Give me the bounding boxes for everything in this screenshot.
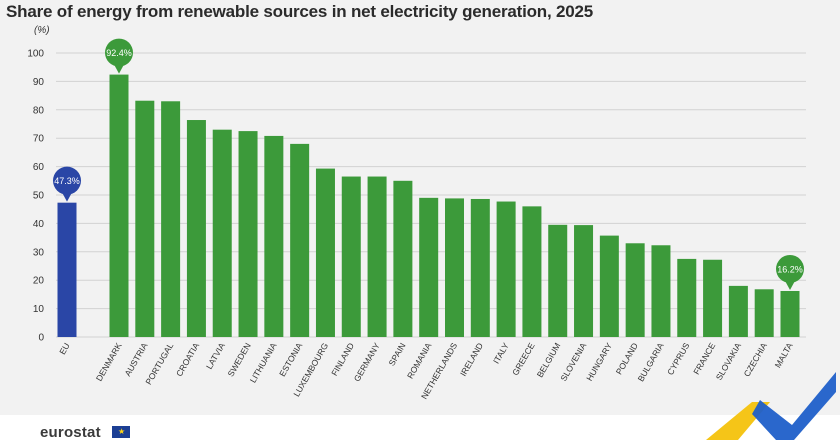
bar-luxembourg bbox=[315, 168, 335, 337]
bar-germany bbox=[367, 176, 387, 337]
bar-belgium bbox=[548, 224, 568, 337]
bar-latvia bbox=[212, 129, 232, 337]
bar-italy bbox=[496, 201, 516, 337]
y-tick-label: 80 bbox=[33, 105, 45, 116]
callout-bubble bbox=[105, 38, 133, 67]
bar-netherlands bbox=[445, 198, 464, 337]
bar-slovenia bbox=[574, 225, 594, 337]
y-tick-label: 60 bbox=[33, 162, 45, 173]
bar-portugal bbox=[161, 101, 181, 337]
x-tick-label: FRANCE bbox=[691, 341, 717, 377]
callouts: 47.3% 92.4% 16.2% bbox=[53, 38, 804, 290]
x-tick-label: HUNGARY bbox=[584, 341, 614, 383]
bar-chart: (%) 0 10 20 30 40 50 60 70 80 90 100 EU DENMARKAUSTR… bbox=[27, 25, 806, 401]
bar-croatia bbox=[186, 120, 206, 337]
bar-hungary bbox=[599, 235, 619, 337]
data-label: 92.4% bbox=[106, 48, 132, 58]
bar-spain bbox=[393, 180, 413, 337]
y-axis: (%) 0 10 20 30 40 50 60 70 80 90 100 bbox=[27, 25, 49, 344]
y-tick-label: 100 bbox=[27, 49, 44, 60]
chart-title: Share of energy from renewable sources i… bbox=[6, 2, 594, 21]
x-tick-label: LITHUANIA bbox=[248, 341, 279, 385]
x-tick-label: GREECE bbox=[510, 341, 537, 377]
bar-finland bbox=[341, 176, 361, 337]
x-tick-label: EU bbox=[57, 341, 72, 356]
y-tick-label: 40 bbox=[33, 219, 45, 230]
x-tick-label: ROMANIA bbox=[405, 341, 434, 381]
bar-slovakia bbox=[728, 285, 748, 337]
x-tick-label: CYPRUS bbox=[665, 341, 692, 377]
x-tick-label: SPAIN bbox=[387, 341, 408, 368]
bar-czechia bbox=[754, 289, 774, 337]
callout-malta: 16.2% bbox=[776, 254, 804, 290]
bar-romania bbox=[419, 197, 439, 337]
y-tick-label: 90 bbox=[33, 77, 45, 88]
callout-pointer bbox=[784, 278, 796, 290]
x-tick-label: BULGARIA bbox=[636, 341, 666, 384]
x-tick-label: SLOVAKIA bbox=[714, 341, 744, 382]
x-tick-label: IRELAND bbox=[458, 341, 485, 378]
y-tick-label: 20 bbox=[33, 276, 45, 287]
x-tick-label: BELGIUM bbox=[535, 341, 563, 379]
callout-pointer bbox=[61, 190, 73, 202]
callout-eu: 47.3% bbox=[53, 166, 81, 202]
x-tick-label: POLAND bbox=[614, 341, 640, 376]
bar-cyprus bbox=[677, 258, 697, 337]
bar-estonia bbox=[290, 143, 310, 337]
callout-denmark: 92.4% bbox=[105, 38, 133, 74]
x-tick-label: SWEDEN bbox=[225, 341, 252, 378]
bar-bulgaria bbox=[651, 245, 671, 337]
bar-france bbox=[703, 259, 723, 337]
y-tick-label: 30 bbox=[33, 247, 45, 258]
y-axis-unit-label: (%) bbox=[34, 25, 50, 36]
bar-sweden bbox=[238, 131, 258, 337]
x-tick-label: AUSTRIA bbox=[122, 341, 149, 378]
data-label: 47.3% bbox=[54, 176, 80, 186]
x-tick-label: LATVIA bbox=[204, 341, 227, 371]
y-tick-label: 0 bbox=[38, 333, 44, 344]
data-label: 16.2% bbox=[777, 264, 803, 274]
y-tick-label: 10 bbox=[33, 304, 45, 315]
footer bbox=[0, 415, 840, 440]
eurostat-logo: eurostat bbox=[40, 424, 101, 441]
bar-eu bbox=[57, 202, 77, 337]
x-tick-label: ESTONIA bbox=[277, 341, 304, 378]
x-tick-label: MALTA bbox=[773, 341, 795, 370]
callout-bubble bbox=[776, 254, 804, 283]
bar-lithuania bbox=[264, 135, 284, 337]
y-tick-label: 50 bbox=[33, 191, 45, 202]
bar-denmark bbox=[109, 74, 129, 338]
x-tick-label: CZECHIA bbox=[742, 341, 769, 379]
x-tick-label: ITALY bbox=[491, 341, 511, 366]
bar-poland bbox=[625, 243, 645, 337]
callout-bubble bbox=[53, 166, 81, 195]
callout-pointer bbox=[113, 62, 125, 74]
x-tick-label: FINLAND bbox=[329, 341, 356, 378]
y-tick-label: 70 bbox=[33, 134, 45, 145]
bar-ireland bbox=[470, 198, 490, 337]
x-tick-label: DENMARK bbox=[94, 341, 124, 383]
bars bbox=[57, 74, 800, 338]
bar-malta bbox=[780, 290, 800, 337]
eu-flag-icon: ★ bbox=[112, 426, 130, 438]
x-tick-label: GERMANY bbox=[352, 341, 382, 384]
x-tick-label: CROATIA bbox=[174, 341, 201, 378]
bar-austria bbox=[135, 100, 155, 337]
bar-greece bbox=[522, 206, 542, 337]
